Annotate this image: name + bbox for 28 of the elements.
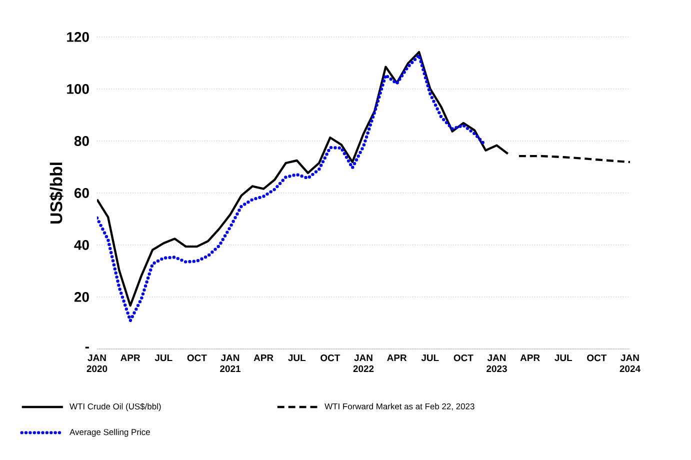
x-tick-label: JUL xyxy=(421,354,439,362)
x-tick-label: JAN 2022 xyxy=(353,354,374,372)
legend-label: WTI Forward Market as at Feb 22, 2023 xyxy=(324,403,474,410)
x-tick-label: JUL xyxy=(554,354,572,362)
x-tick-label: OCT xyxy=(320,354,340,362)
legend-label: Average Selling Price xyxy=(70,428,150,437)
x-tick-label: JUL xyxy=(288,354,306,362)
y-tick-label: 20 xyxy=(74,292,89,302)
x-tick-label: OCT xyxy=(454,354,474,362)
x-tick-label: JAN 2020 xyxy=(86,354,108,372)
x-tick-label: JAN 2024 xyxy=(620,354,640,372)
legend-label: WTI Crude Oil (US$/bbl) xyxy=(70,403,161,412)
y-tick-label: 120 xyxy=(67,32,89,42)
x-tick-label: JUL xyxy=(154,354,172,362)
y-axis-title: US$/bbl xyxy=(50,162,64,224)
y-tick-label: 100 xyxy=(67,84,89,94)
x-tick-label: JAN 2023 xyxy=(486,354,507,372)
x-tick-label: APR xyxy=(520,354,540,362)
x-tick-label: OCT xyxy=(187,354,207,362)
y-tick-label: 40 xyxy=(74,240,89,250)
x-tick-label: APR xyxy=(387,354,407,362)
y-tick-label: - xyxy=(85,346,89,348)
x-tick-label: APR xyxy=(120,354,140,362)
y-tick-label: 60 xyxy=(74,188,89,198)
x-tick-label: OCT xyxy=(587,354,607,362)
y-tick-label: 80 xyxy=(74,136,89,146)
x-tick-label: JAN 2021 xyxy=(220,354,241,372)
x-tick-label: APR xyxy=(254,354,274,362)
